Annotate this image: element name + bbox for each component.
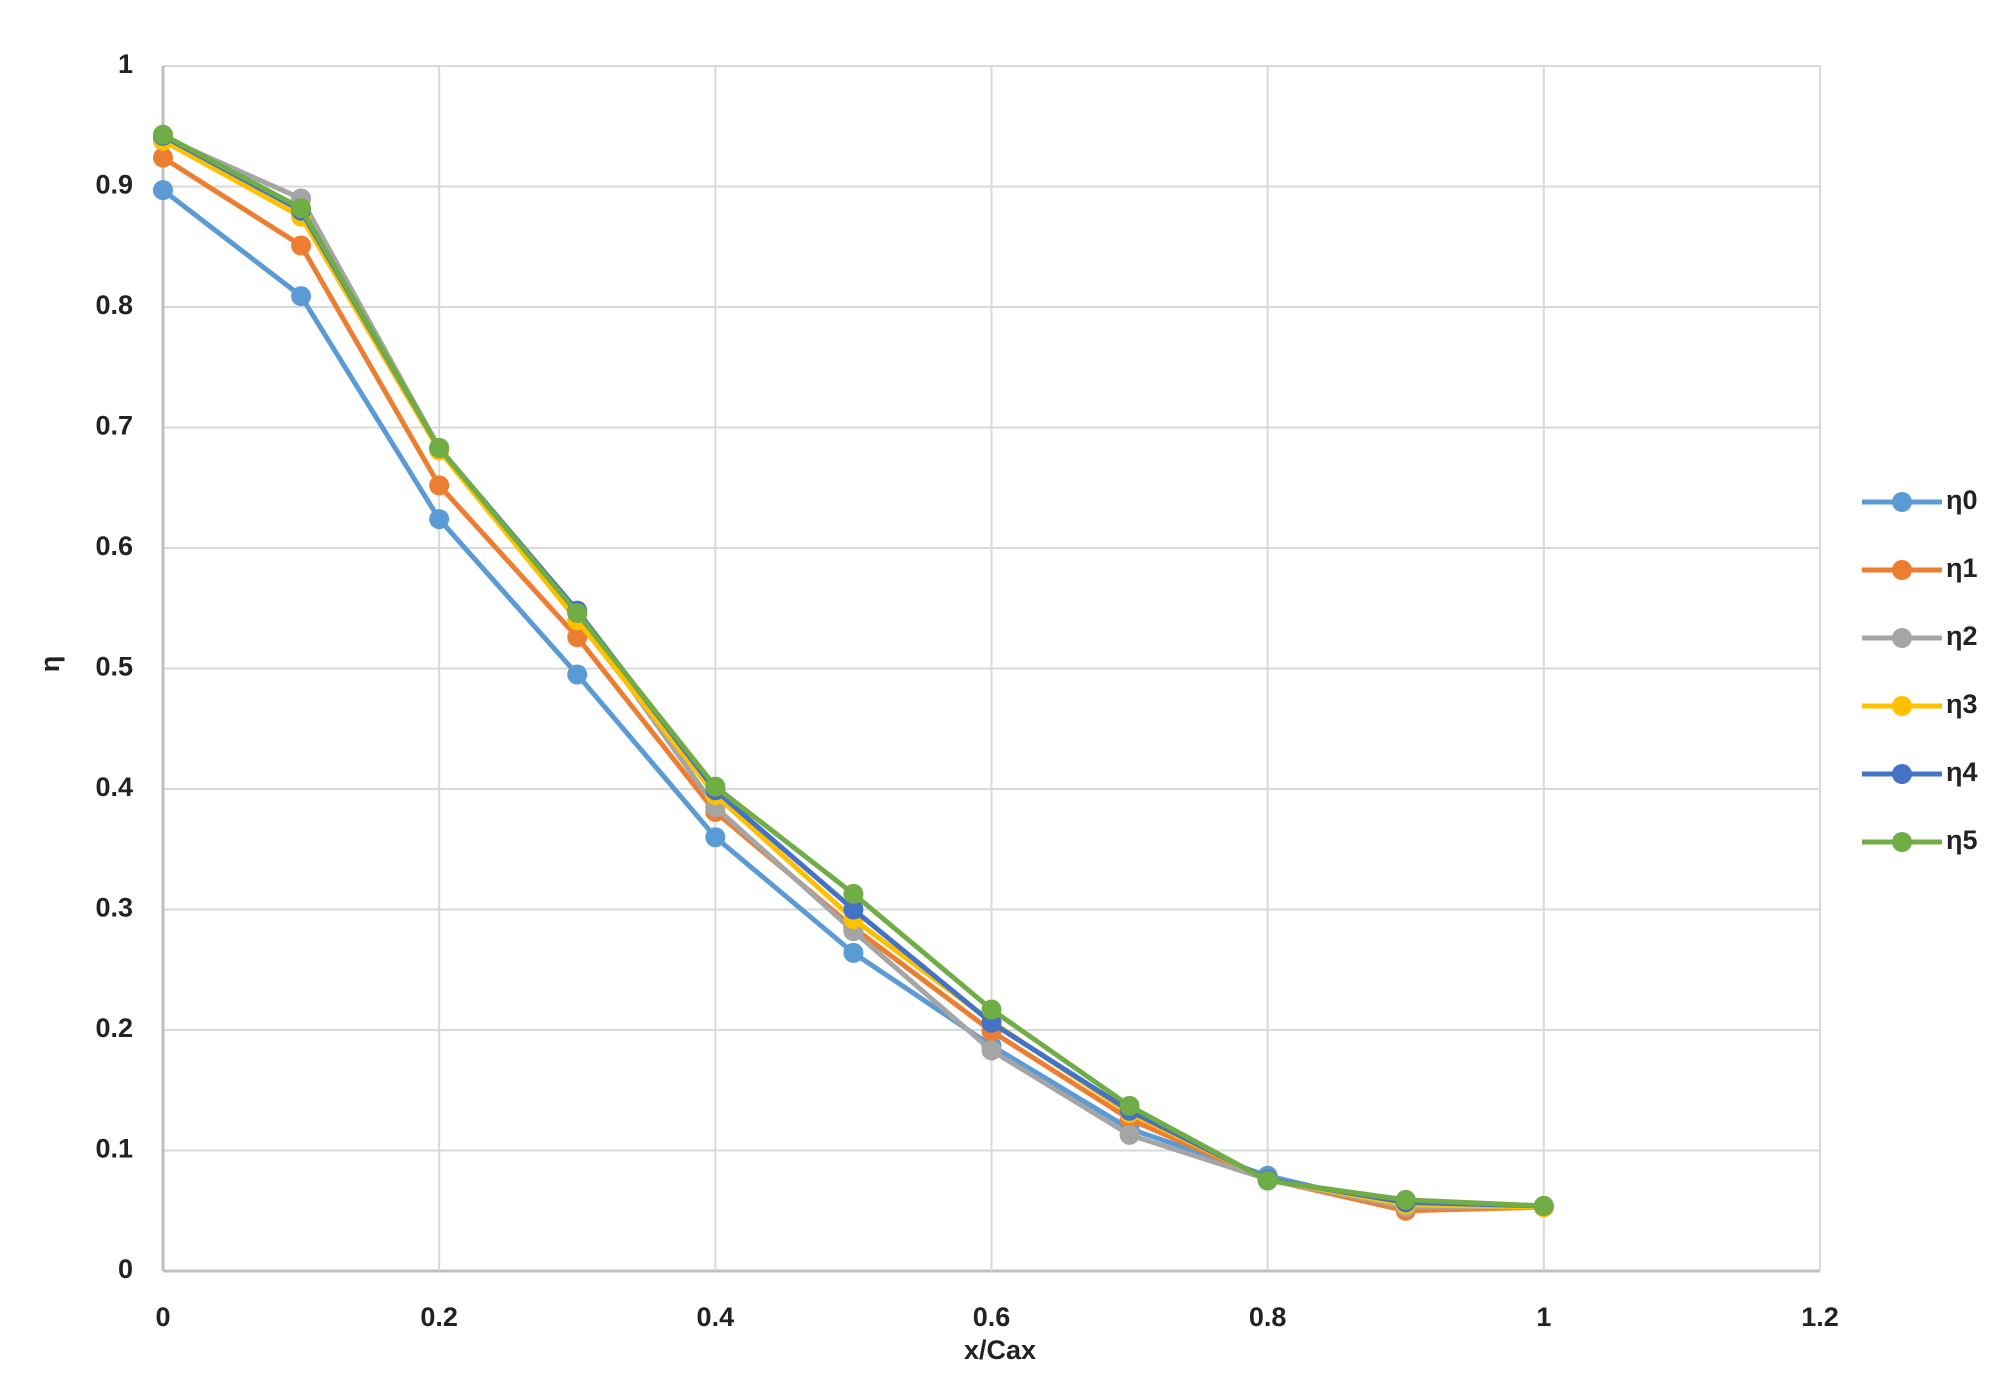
y-tick-label: 0.1 <box>95 1134 133 1164</box>
y-tick-label: 0.5 <box>95 652 133 682</box>
data-point <box>429 437 450 458</box>
data-point <box>291 198 312 219</box>
data-point <box>1119 1095 1140 1116</box>
legend-swatch-marker <box>1892 832 1912 852</box>
x-tick-label: 0.4 <box>697 1302 735 1332</box>
y-tick-label: 0.9 <box>95 170 133 200</box>
y-tick-label: 1 <box>118 49 133 79</box>
data-point <box>1119 1124 1140 1145</box>
legend-swatch-marker <box>1892 492 1912 512</box>
data-point <box>1257 1170 1278 1191</box>
data-point <box>981 999 1002 1020</box>
data-point <box>291 235 312 256</box>
x-tick-label: 0.8 <box>1249 1302 1287 1332</box>
y-axis-label: η <box>35 656 65 673</box>
legend-swatch-marker <box>1892 764 1912 784</box>
legend-label: η3 <box>1946 689 1978 719</box>
legend-swatch-marker <box>1892 628 1912 648</box>
data-point <box>843 899 864 920</box>
y-tick-label: 0.6 <box>95 531 133 561</box>
data-point <box>1533 1195 1554 1216</box>
y-tick-label: 0.7 <box>95 411 133 441</box>
series-line <box>161 133 1544 1209</box>
series-line <box>161 155 1544 1214</box>
data-point <box>567 603 588 624</box>
data-point <box>567 627 588 648</box>
data-point <box>981 1040 1002 1061</box>
data-point <box>843 942 864 963</box>
x-axis-label: x/Cax <box>964 1335 1036 1365</box>
x-tick-label: 1 <box>1536 1302 1551 1332</box>
legend-label: η0 <box>1946 485 1978 515</box>
y-tick-label: 0.3 <box>95 893 133 923</box>
data-point <box>567 664 588 685</box>
legend-label: η5 <box>1946 825 1978 855</box>
series-line <box>161 138 1544 1210</box>
data-point <box>705 827 726 848</box>
legend-swatch-marker <box>1892 696 1912 716</box>
x-tick-label: 0 <box>155 1302 170 1332</box>
y-tick-label: 0 <box>118 1254 133 1284</box>
data-point <box>843 883 864 904</box>
data-point <box>705 776 726 797</box>
data-point <box>429 475 450 496</box>
y-tick-label: 0.4 <box>95 772 133 802</box>
series-line <box>161 132 1544 1209</box>
data-point <box>429 509 450 530</box>
legend-label: η2 <box>1946 621 1978 651</box>
legend-label: η4 <box>1946 757 1978 787</box>
x-tick-label: 0.6 <box>973 1302 1011 1332</box>
data-point <box>1395 1189 1416 1210</box>
legend-swatch-marker <box>1892 560 1912 580</box>
y-tick-label: 0.2 <box>95 1013 133 1043</box>
data-point <box>153 124 173 145</box>
data-point <box>153 180 173 201</box>
legend-label: η1 <box>1946 553 1978 583</box>
series-line <box>161 188 1544 1211</box>
data-point <box>153 147 173 168</box>
x-tick-label: 0.2 <box>420 1302 458 1332</box>
data-point <box>291 286 312 307</box>
series-line <box>161 134 1544 1210</box>
x-tick-label: 1.2 <box>1801 1302 1839 1332</box>
y-tick-label: 0.8 <box>95 290 133 320</box>
